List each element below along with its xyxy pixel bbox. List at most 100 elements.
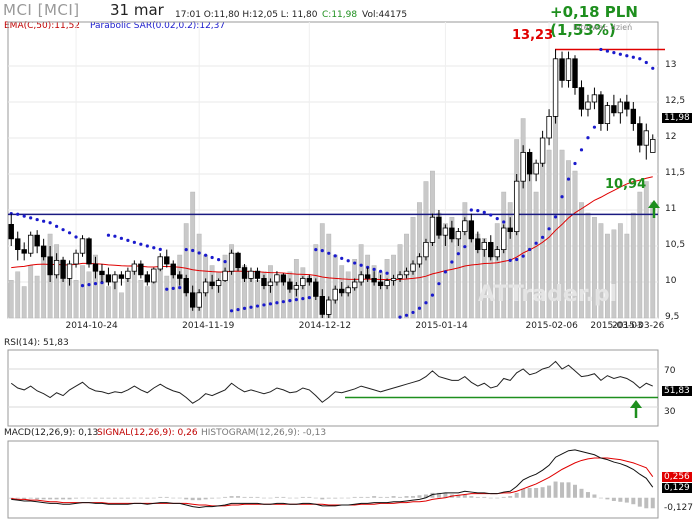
candle-body xyxy=(131,263,138,272)
volume-bar xyxy=(118,292,124,319)
candle-body xyxy=(572,58,578,88)
sar-dot xyxy=(223,260,227,264)
sar-dot xyxy=(113,234,117,238)
histogram-bar xyxy=(132,497,137,499)
volume-bar xyxy=(196,233,202,319)
histogram-bar xyxy=(534,488,539,498)
signal-line xyxy=(11,457,654,507)
histogram-bar xyxy=(190,497,195,501)
histogram-bar xyxy=(54,497,59,500)
interval-label: Interwał: dzień xyxy=(573,23,633,32)
sar-dot xyxy=(553,215,558,219)
volume-bar xyxy=(371,265,377,319)
candle-body xyxy=(507,227,513,232)
histogram-bar xyxy=(598,497,603,499)
sar-dot xyxy=(385,271,389,275)
sar-dot xyxy=(430,293,435,297)
date-tick-label: 2015-03-26 xyxy=(612,321,665,331)
candle-body xyxy=(552,58,559,117)
histogram-bar xyxy=(177,497,182,499)
sar-dot xyxy=(314,248,318,252)
histogram-bar xyxy=(48,497,53,500)
rsi-legend: RSI(14): 51,83 xyxy=(4,338,69,348)
sar-dot xyxy=(126,238,130,242)
candle-body xyxy=(53,259,60,276)
up-arrow-head xyxy=(648,200,660,208)
volume-bar xyxy=(365,254,371,319)
sar-dot xyxy=(638,57,642,61)
candle-body xyxy=(228,252,235,272)
sar-dot xyxy=(268,302,273,306)
sar-dot xyxy=(87,282,91,287)
histogram-bar xyxy=(391,496,396,498)
histogram-bar xyxy=(138,497,143,499)
sar-dot xyxy=(547,227,551,231)
candle-body xyxy=(533,162,539,175)
candle-body xyxy=(585,101,591,110)
sar-dot xyxy=(508,258,512,262)
volume-bar xyxy=(624,233,630,319)
candle-body xyxy=(27,234,34,254)
volume-bar xyxy=(559,149,565,319)
candle-body xyxy=(526,151,533,175)
histogram-bar xyxy=(514,492,519,498)
candle-body xyxy=(306,277,313,283)
candle-body xyxy=(280,274,287,283)
rsi-up-arrow-icon xyxy=(630,400,642,418)
volume-bar xyxy=(533,191,539,319)
candle-body xyxy=(209,281,215,286)
sar-dot xyxy=(210,255,214,260)
sar-dot xyxy=(197,251,201,255)
rsi-arrow-head xyxy=(630,400,642,408)
histogram-bar xyxy=(320,497,325,500)
candle-body xyxy=(144,274,151,283)
sar-dot xyxy=(366,265,370,269)
histogram-bar xyxy=(650,497,655,509)
histogram-bar xyxy=(99,497,104,499)
histogram-bar xyxy=(197,497,202,501)
volume-bar xyxy=(93,254,98,319)
sar-dot xyxy=(288,299,292,303)
volume-bar xyxy=(598,223,604,319)
histogram-bar xyxy=(430,492,435,498)
histogram-bar xyxy=(158,496,163,498)
candle-body xyxy=(520,151,526,182)
volume-bar xyxy=(605,233,610,319)
date-tick-label: 2014-11-19 xyxy=(182,321,235,331)
volume-bar xyxy=(617,223,623,319)
sar-dot xyxy=(262,303,266,307)
candle-body xyxy=(157,256,163,270)
price-change: +0,18 PLN (1,53%) xyxy=(550,3,638,39)
price-tick-label: 11,5 xyxy=(665,168,686,178)
histogram-bar xyxy=(93,497,98,499)
macd-legend: MACD(12,26,9): 0,13 xyxy=(4,428,99,438)
sar-dot xyxy=(61,228,65,232)
candle-body xyxy=(73,252,79,265)
sar-dot xyxy=(579,148,584,152)
sar-dot xyxy=(346,259,350,263)
candle-body xyxy=(565,58,572,81)
sar-dot xyxy=(424,301,428,305)
histogram-bar xyxy=(443,492,448,498)
signal-current-box: 0,256 xyxy=(662,472,692,482)
histogram-bar xyxy=(261,497,266,499)
histogram-bar xyxy=(462,494,467,498)
volume-bar xyxy=(80,265,85,319)
volume-bar xyxy=(546,149,552,319)
volume-bar xyxy=(566,160,571,319)
histogram-bar xyxy=(644,497,649,509)
volume-bar xyxy=(643,181,649,319)
histogram-bar xyxy=(378,496,383,498)
candle-body xyxy=(222,270,228,281)
volume-bar xyxy=(449,216,455,319)
sar-dot xyxy=(359,263,363,267)
sar-dot xyxy=(106,233,111,237)
date-tick-label: 2014-12-12 xyxy=(298,321,352,331)
volume-bar xyxy=(86,271,92,319)
low-annotation: 10,94 xyxy=(605,177,647,192)
sar-dot xyxy=(152,246,156,250)
histogram-bar xyxy=(637,497,642,507)
sar-dot xyxy=(100,281,104,285)
candle-body xyxy=(34,234,40,247)
candle-body xyxy=(332,288,338,301)
